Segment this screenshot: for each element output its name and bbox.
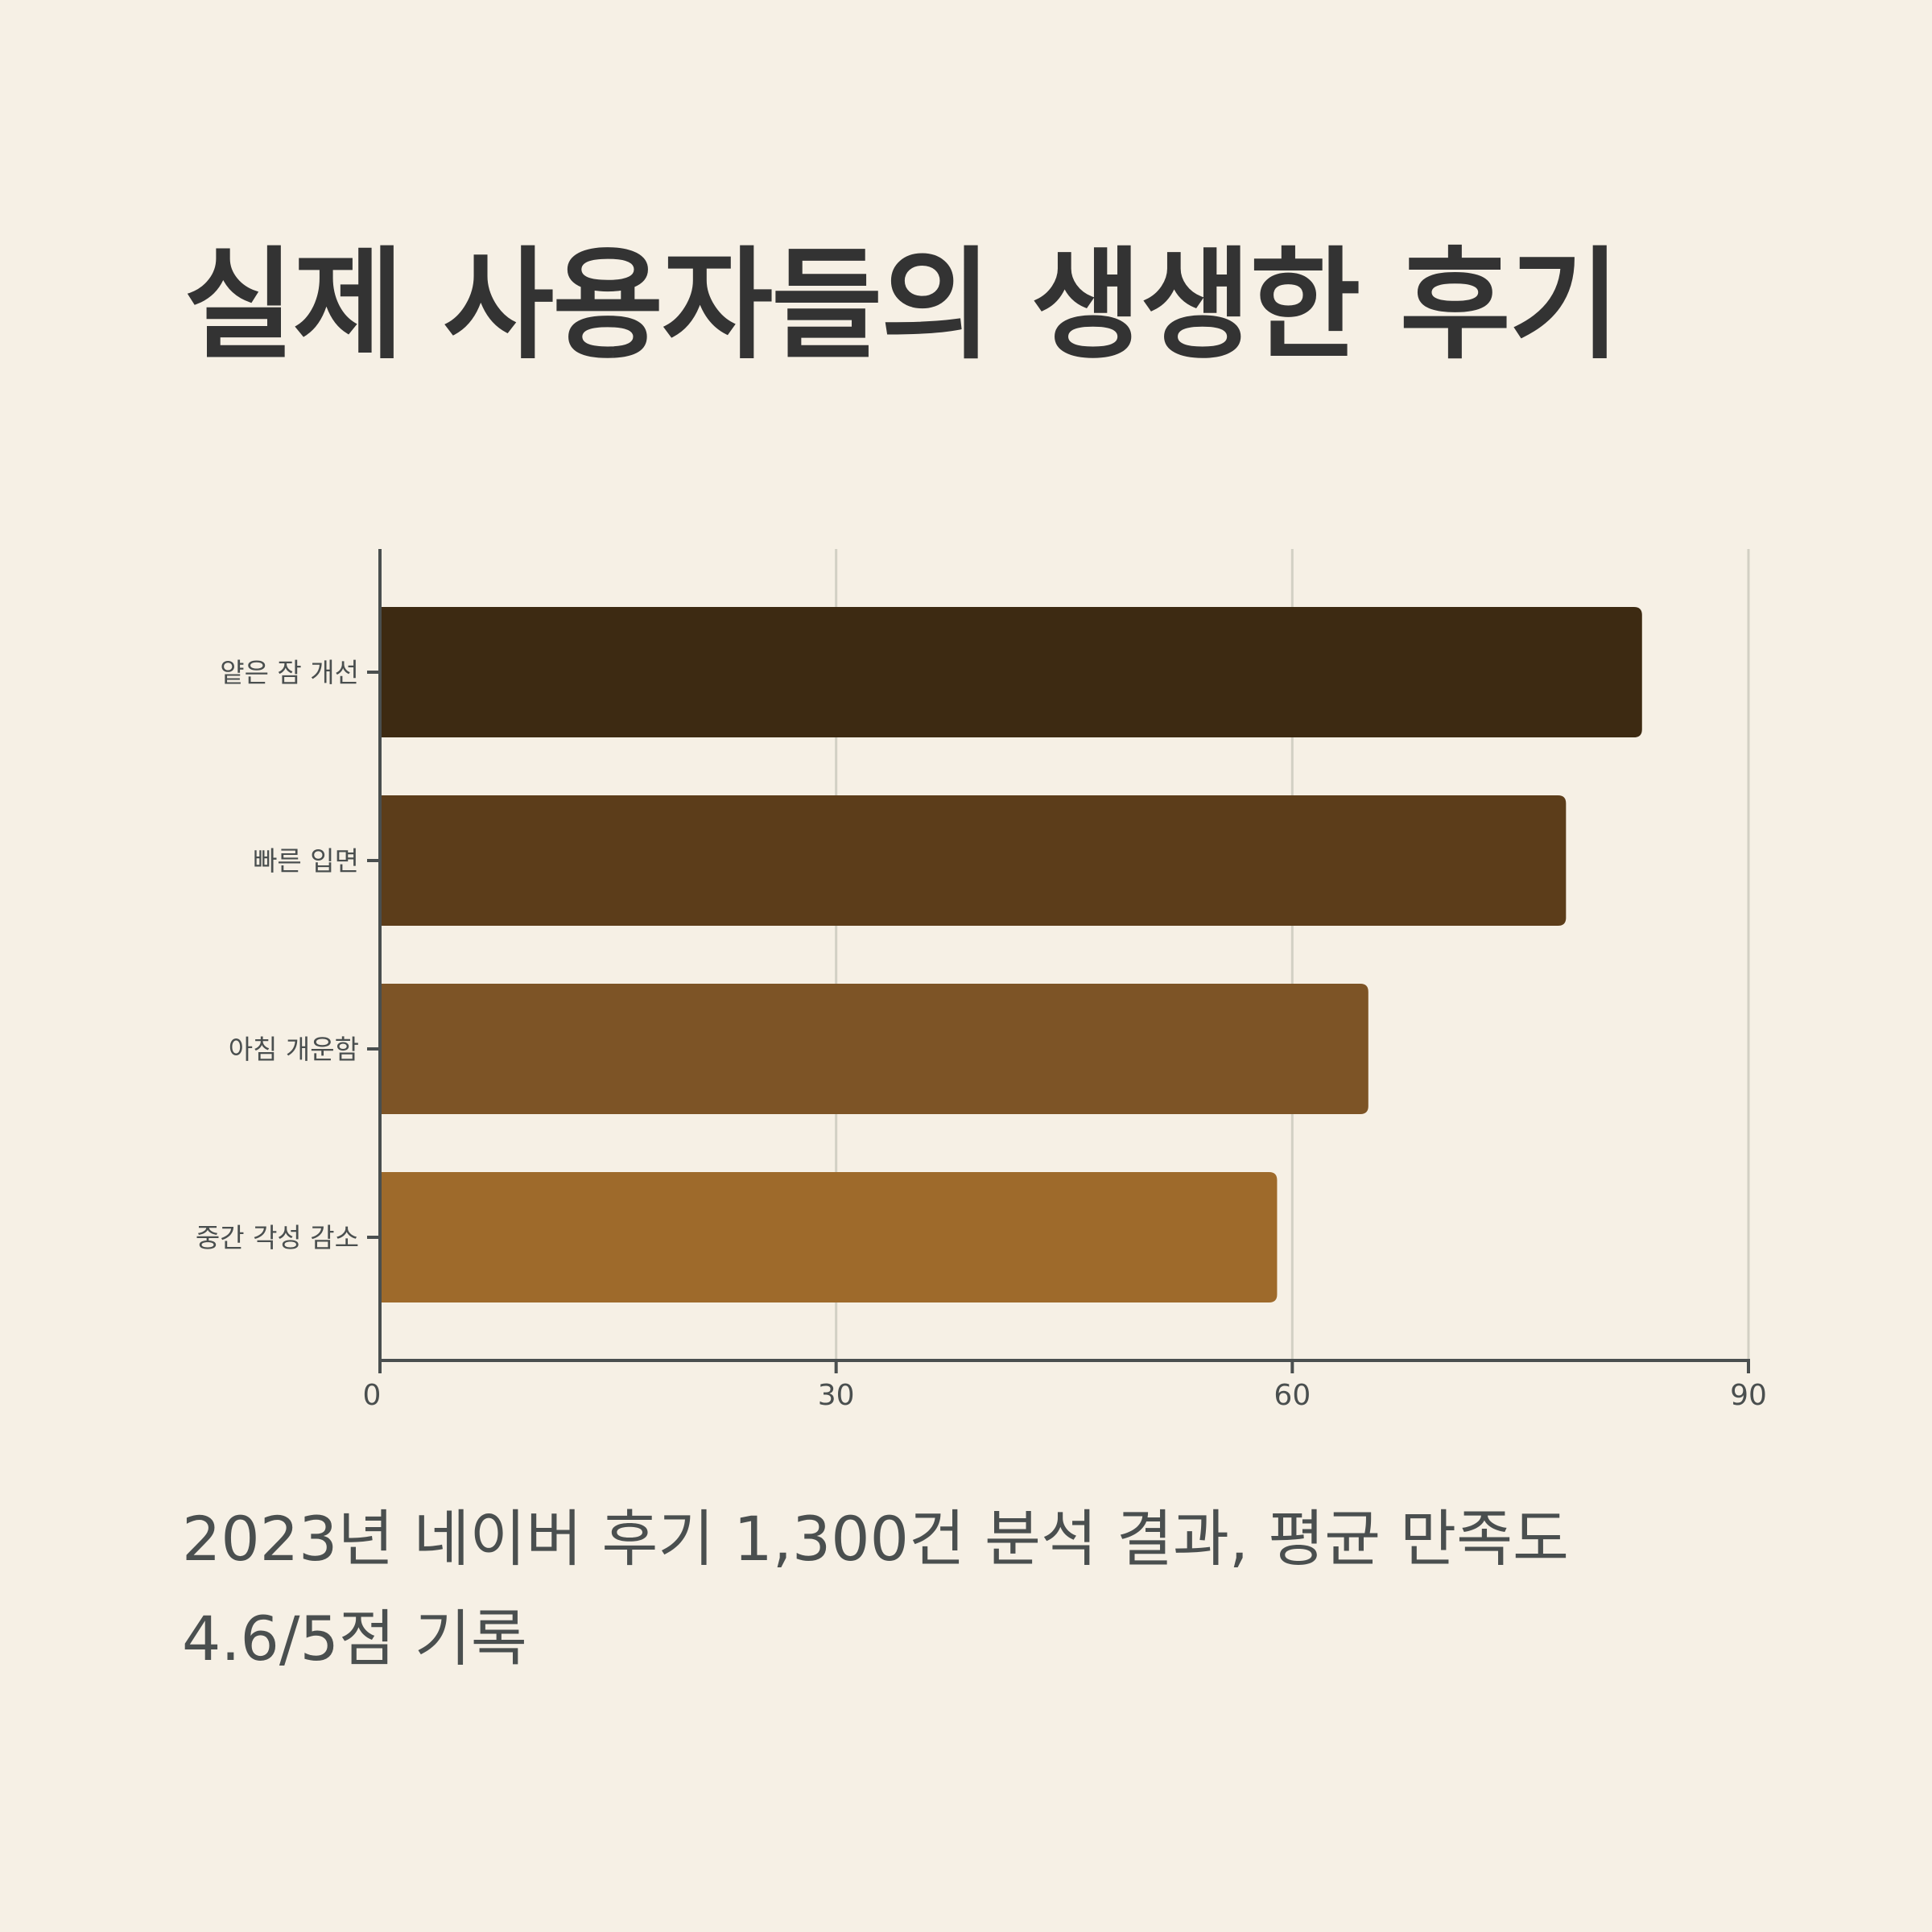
category-label: 중간 각성 감소 <box>196 1222 359 1253</box>
x-tick-label: 30 <box>818 1379 855 1412</box>
category-label: 빠른 입면 <box>253 845 359 877</box>
x-tick-label: 60 <box>1274 1379 1311 1412</box>
bar <box>380 1172 1278 1302</box>
bar <box>380 984 1368 1114</box>
caption-line-1: 2023년 네이버 후기 1,300건 분석 결과, 평균 만족도 <box>182 1503 1569 1575</box>
category-label: 얕은 잠 개선 <box>220 657 359 688</box>
bar <box>380 607 1642 737</box>
axis-layer <box>367 549 1750 1373</box>
x-tick-label: 90 <box>1730 1379 1767 1412</box>
caption-line-2: 4.6/5점 기록 <box>182 1603 527 1674</box>
chart-caption: 2023년 네이버 후기 1,300건 분석 결과, 평균 만족도 4.6/5점… <box>182 1489 1792 1689</box>
chart-title: 실제 사용자들의 생생한 후기 <box>184 236 1620 376</box>
bar-layer <box>380 607 1642 1302</box>
x-tick-label: 0 <box>363 1379 382 1412</box>
bar <box>380 795 1567 926</box>
category-label: 아침 개운함 <box>229 1034 359 1065</box>
